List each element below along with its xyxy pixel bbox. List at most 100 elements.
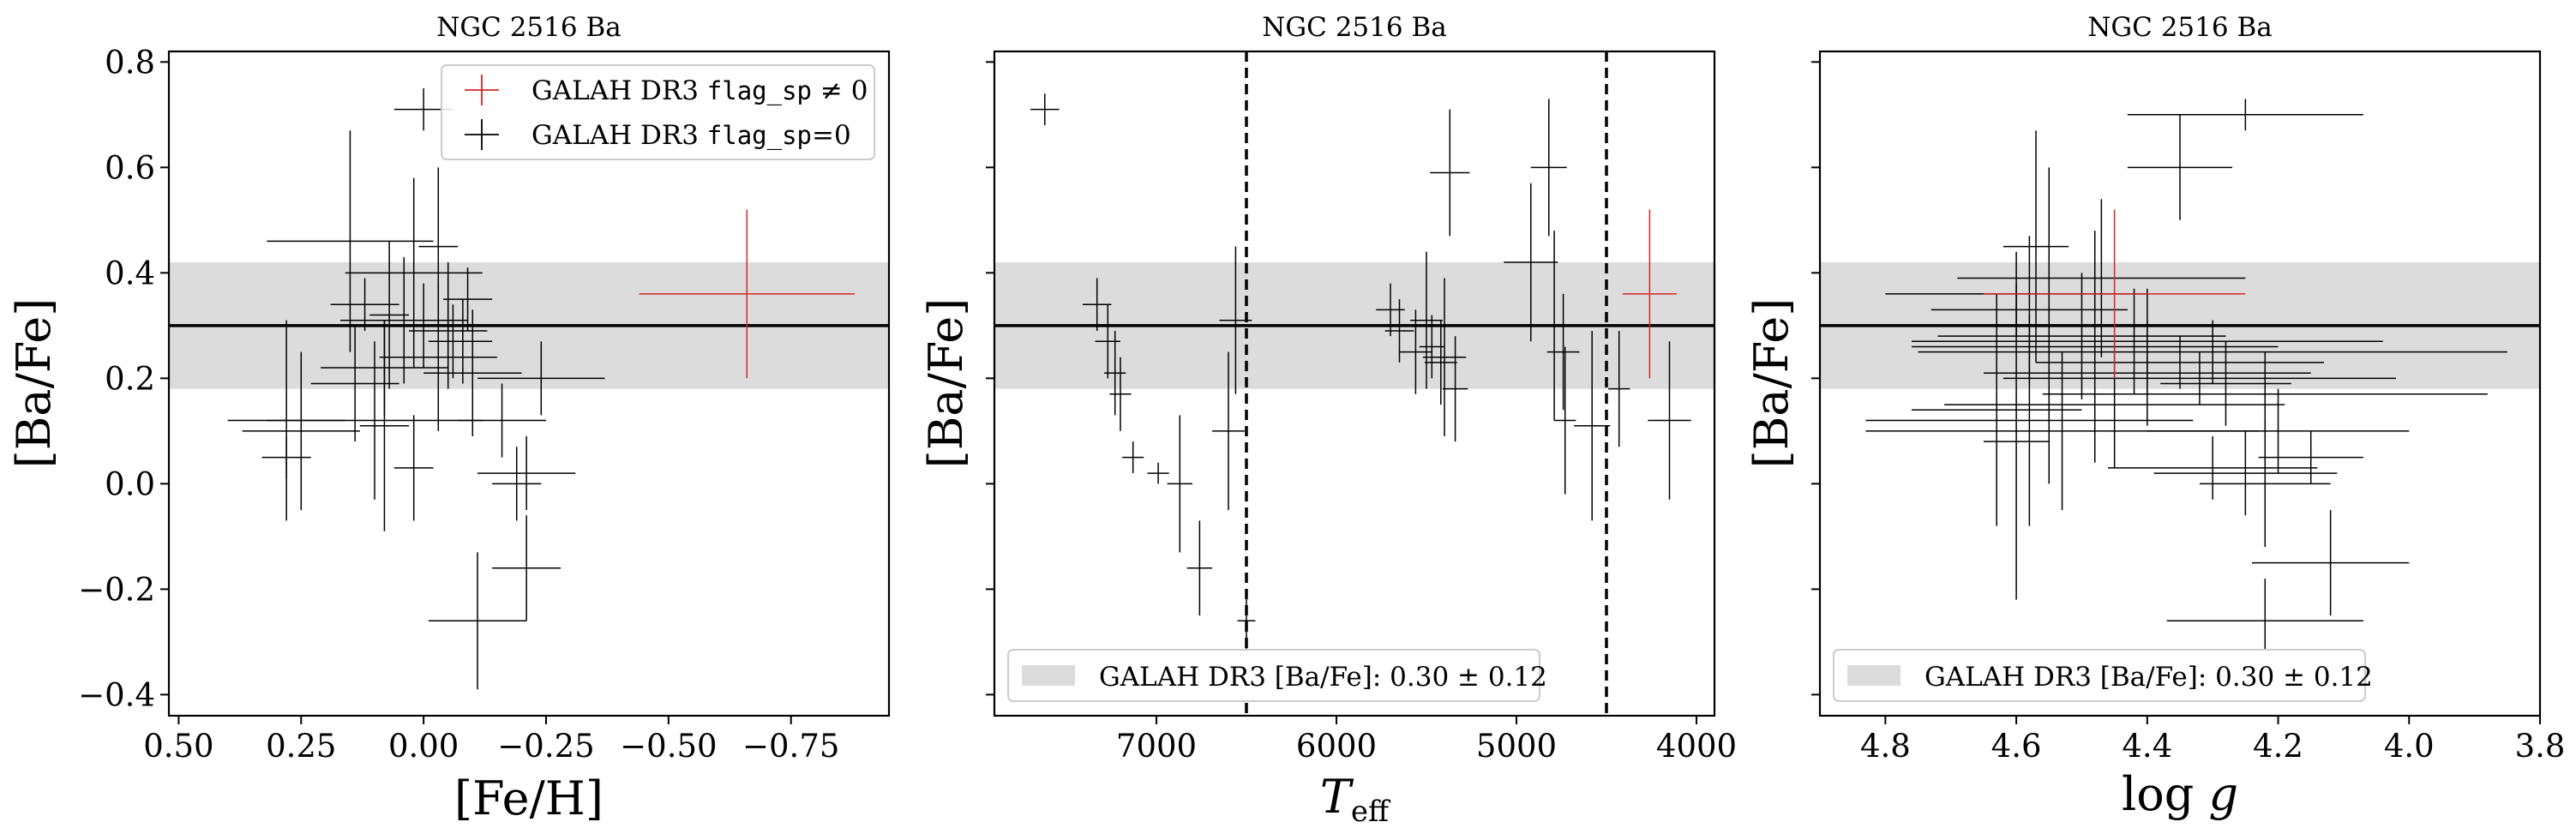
data-point bbox=[1186, 520, 1213, 616]
data-point bbox=[1122, 441, 1144, 474]
data-point bbox=[1424, 320, 1457, 405]
data-point bbox=[1212, 351, 1245, 511]
panel-teff: NGC 2516 Ba 7000 6000 5000 4000 Teff [Ba/Fe… bbox=[919, 12, 1737, 829]
y-tick-label: 0.6 bbox=[105, 149, 155, 186]
data-point bbox=[428, 552, 527, 690]
data-point bbox=[2160, 341, 2291, 426]
data-point bbox=[1167, 415, 1192, 553]
legend: GALAH DR3 [Ba/Fe]: 0.30 ± 0.12 bbox=[1007, 649, 1547, 702]
data-point bbox=[1442, 336, 1468, 442]
x-tick-label: 5000 bbox=[1476, 728, 1557, 765]
data-point bbox=[428, 304, 477, 379]
data-point bbox=[267, 130, 434, 352]
data-point bbox=[458, 383, 546, 458]
data-point bbox=[2108, 436, 2318, 500]
x-tick-label: 6000 bbox=[1296, 728, 1377, 765]
data-point bbox=[1865, 315, 2194, 526]
data-point bbox=[2003, 351, 2396, 405]
legend-box bbox=[1007, 649, 1540, 702]
data-point bbox=[1430, 109, 1470, 237]
y-tick-label: 0.4 bbox=[105, 255, 155, 291]
data-points bbox=[1030, 93, 1691, 653]
legend-label-galah: GALAH DR3 [Ba/Fe]: 0.30 ± 0.12 bbox=[1099, 662, 1547, 693]
data-point bbox=[492, 515, 561, 621]
legend-marker-red bbox=[465, 75, 499, 105]
plot-frame bbox=[167, 50, 891, 717]
panel-title: NGC 2516 Ba bbox=[2087, 12, 2272, 43]
x-tick-label: 0.50 bbox=[143, 728, 213, 765]
data-point bbox=[2036, 336, 2324, 389]
data-point bbox=[477, 436, 576, 511]
data-point bbox=[227, 320, 345, 521]
y-axis-title: [Ba/Fe] bbox=[919, 298, 973, 469]
data-points bbox=[227, 88, 855, 690]
data-point bbox=[477, 341, 605, 416]
data-point bbox=[393, 415, 434, 521]
y-ticks bbox=[986, 61, 994, 696]
legend: GALAH DR3 flag_sp ≠ 0 GALAH DR3 flag_sp=… bbox=[441, 64, 875, 160]
x-tick-label: 4.6 bbox=[1991, 728, 2042, 765]
data-point bbox=[1622, 209, 1677, 379]
data-point bbox=[2258, 430, 2363, 484]
x-tick-label: 4.4 bbox=[2122, 728, 2172, 765]
y-tick-label: 0.8 bbox=[105, 44, 155, 81]
data-point bbox=[1957, 199, 2246, 357]
data-point bbox=[1410, 251, 1443, 389]
x-tick-label: 4.8 bbox=[1860, 728, 1911, 765]
data-point bbox=[1608, 330, 1630, 447]
panel-title: NGC 2516 Ba bbox=[436, 12, 621, 43]
legend-swatch bbox=[1847, 665, 1900, 686]
data-point bbox=[359, 320, 409, 531]
data-point bbox=[1082, 278, 1112, 331]
data-point bbox=[330, 278, 399, 331]
panel-feh: NGC 2516 Ba 0.50 0.25 0.00 −0.25 −0.50 −0.75 … bbox=[7, 12, 891, 825]
x-ticks: 7000 6000 5000 4000 bbox=[1116, 716, 1737, 765]
x-tick-label: 0.25 bbox=[266, 728, 336, 765]
data-point bbox=[1422, 278, 1467, 437]
y-tick-label: 0.2 bbox=[105, 360, 155, 397]
data-point bbox=[1911, 293, 2082, 526]
panel-title: NGC 2516 Ba bbox=[1262, 12, 1446, 43]
vertical-lines bbox=[1245, 51, 1608, 716]
x-axis-title: [Fe/H] bbox=[454, 771, 603, 825]
data-point bbox=[1504, 183, 1558, 342]
data-point bbox=[2199, 420, 2331, 548]
data-point bbox=[1530, 99, 1567, 237]
legend-label-galah: GALAH DR3 [Ba/Fe]: 0.30 ± 0.12 bbox=[1924, 662, 2373, 693]
data-point bbox=[423, 309, 522, 437]
legend-box bbox=[1833, 649, 2366, 702]
x-axis-title: Teff bbox=[1320, 770, 1391, 829]
data-point bbox=[1104, 330, 1126, 416]
data-point bbox=[242, 351, 360, 511]
y-axis-title: [Ba/Fe] bbox=[7, 298, 61, 469]
data-point bbox=[2147, 388, 2410, 474]
x-tick-label: 4.0 bbox=[2384, 728, 2435, 765]
y-ticks bbox=[1811, 61, 1820, 696]
data-point bbox=[1983, 209, 2246, 379]
data-point bbox=[423, 262, 473, 389]
data-point bbox=[1095, 304, 1120, 379]
data-point bbox=[2153, 430, 2338, 516]
plot-frame bbox=[993, 50, 1716, 717]
data-point bbox=[1554, 346, 1576, 495]
x-tick-label: 7000 bbox=[1116, 728, 1197, 765]
data-point bbox=[443, 267, 493, 331]
legend-marker-black bbox=[465, 119, 499, 150]
data-point bbox=[2003, 130, 2069, 363]
data-point bbox=[1109, 357, 1132, 431]
y-tick-label: 0.0 bbox=[105, 465, 155, 502]
data-point bbox=[369, 241, 409, 389]
legend-label-flagged: GALAH DR3 flag_sp ≠ 0 bbox=[531, 75, 868, 106]
y-tick-label: −0.2 bbox=[78, 571, 155, 608]
data-point bbox=[1546, 293, 1580, 411]
data-point bbox=[1648, 341, 1691, 500]
y-axis-title: [Ba/Fe] bbox=[1744, 298, 1798, 469]
data-point bbox=[1030, 93, 1060, 126]
band-and-refline bbox=[169, 262, 889, 389]
x-tick-label: 4000 bbox=[1656, 728, 1737, 765]
x-axis-title: log g bbox=[2122, 767, 2238, 821]
data-point bbox=[1147, 462, 1169, 484]
data-point bbox=[1540, 231, 1569, 421]
x-tick-label: 4.2 bbox=[2253, 728, 2303, 765]
